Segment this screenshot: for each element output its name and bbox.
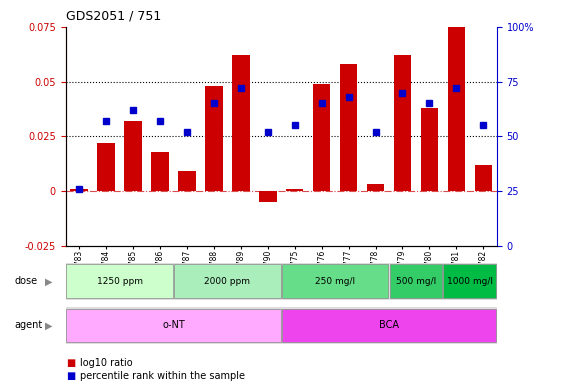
- Bar: [151, 152, 168, 191]
- Text: o-NT: o-NT: [162, 320, 185, 331]
- Bar: [70, 189, 88, 191]
- Bar: [389, 265, 443, 298]
- Bar: [232, 55, 250, 191]
- Bar: [394, 55, 411, 191]
- Bar: [340, 64, 357, 191]
- Text: percentile rank within the sample: percentile rank within the sample: [80, 371, 245, 381]
- Text: 250 mg/l: 250 mg/l: [315, 277, 355, 286]
- Bar: [313, 84, 331, 191]
- Text: 500 mg/l: 500 mg/l: [396, 277, 436, 286]
- Bar: [66, 309, 281, 342]
- Text: GDS2051 / 751: GDS2051 / 751: [66, 9, 161, 22]
- Text: ▶: ▶: [45, 320, 53, 331]
- Bar: [205, 86, 223, 191]
- Text: ■: ■: [66, 371, 75, 381]
- Text: log10 ratio: log10 ratio: [80, 358, 132, 368]
- Bar: [282, 265, 388, 298]
- Bar: [475, 165, 492, 191]
- Bar: [286, 189, 303, 191]
- Bar: [448, 23, 465, 191]
- Text: 1250 ppm: 1250 ppm: [96, 277, 143, 286]
- Bar: [174, 265, 281, 298]
- Bar: [259, 191, 276, 202]
- Text: agent: agent: [14, 320, 42, 331]
- Text: dose: dose: [14, 276, 37, 286]
- Bar: [444, 265, 496, 298]
- Text: ■: ■: [66, 358, 75, 368]
- Bar: [421, 108, 438, 191]
- Text: 1000 mg/l: 1000 mg/l: [447, 277, 493, 286]
- Bar: [97, 143, 115, 191]
- Bar: [282, 309, 496, 342]
- Text: 2000 ppm: 2000 ppm: [204, 277, 250, 286]
- Bar: [66, 265, 173, 298]
- Text: ▶: ▶: [45, 276, 53, 286]
- Text: BCA: BCA: [379, 320, 399, 331]
- Bar: [178, 171, 196, 191]
- Bar: [124, 121, 142, 191]
- Bar: [367, 184, 384, 191]
